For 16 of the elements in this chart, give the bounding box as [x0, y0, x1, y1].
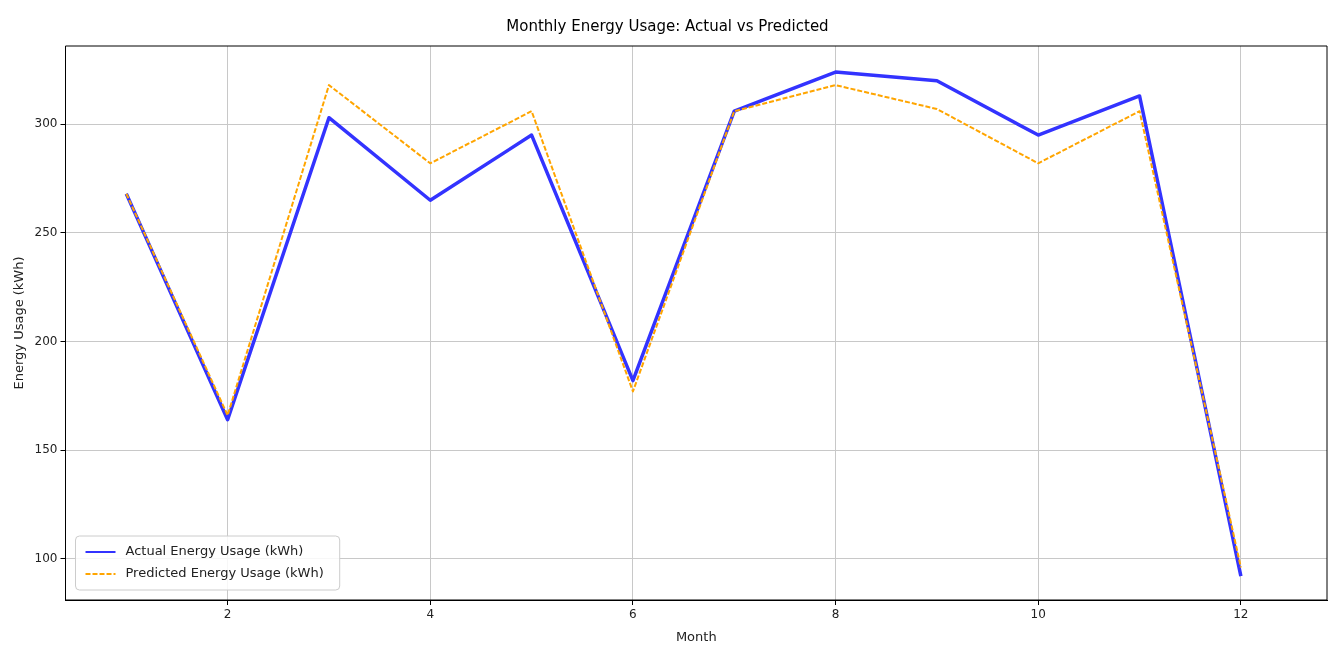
x-tick-label: 2 [223, 607, 232, 622]
y-tick-label: 150 [34, 442, 58, 457]
y-tick-label: 100 [34, 550, 58, 565]
x-tick-label: 6 [629, 607, 637, 622]
y-axis-title: Energy Usage (kWh) [11, 256, 27, 390]
x-axis-title: Month [675, 628, 717, 644]
x-tick-label: 12 [1233, 607, 1249, 622]
y-tick-label: 200 [34, 333, 58, 348]
legend-label: Predicted Energy Usage (kWh) [125, 565, 324, 581]
y-tick-label: 250 [34, 224, 58, 239]
x-tick-label: 8 [831, 607, 840, 622]
legend-label: Actual Energy Usage (kWh) [125, 543, 304, 559]
x-tick-label: 10 [1030, 607, 1046, 622]
y-tick-label: 300 [34, 116, 58, 131]
chart-title: Monthly Energy Usage: Actual vs Predicted [506, 16, 829, 35]
x-tick-label: 4 [426, 607, 435, 622]
